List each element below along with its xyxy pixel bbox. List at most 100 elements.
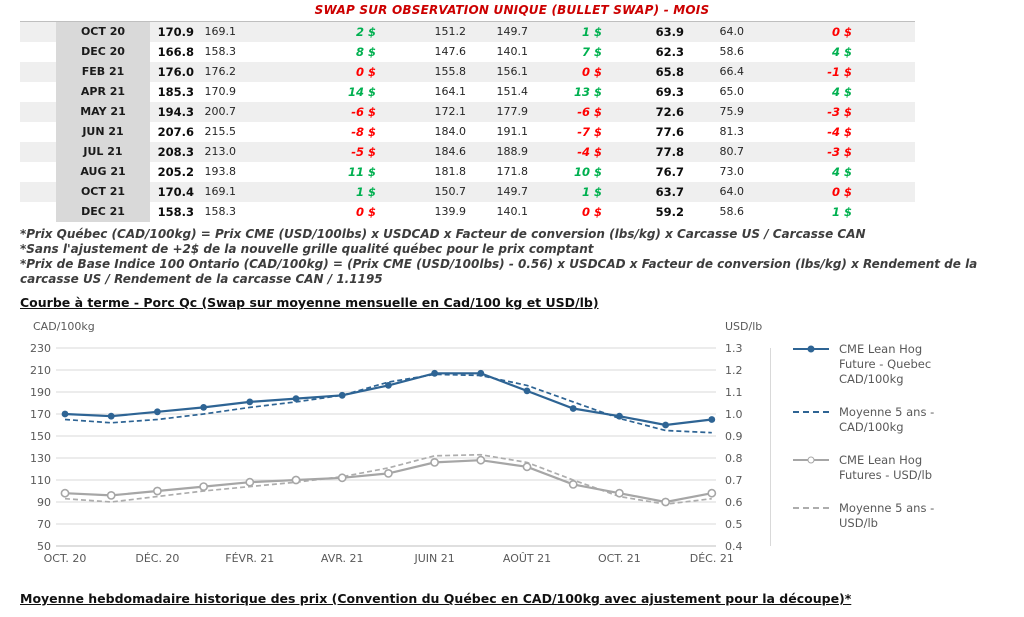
value-cell: 215.5: [204, 125, 237, 138]
value-cell: 59.2: [655, 205, 684, 219]
svg-text:0.8: 0.8: [725, 452, 743, 465]
svg-text:CAD/100kg: CAD/100kg: [33, 320, 95, 333]
row-spacer: [20, 42, 56, 62]
diff-cell: 4 $: [831, 85, 852, 99]
value-cell: 63.7: [655, 185, 684, 199]
row-spacer: [864, 102, 915, 122]
footnote-line: *Sans l'ajustement de +2$ de la nouvelle…: [20, 242, 594, 256]
row-spacer: [20, 182, 56, 202]
diff-cell: 14 $: [347, 85, 376, 99]
value-cell: 156.1: [496, 65, 529, 78]
month-cell: DEC 20: [56, 42, 150, 62]
legend-item: Moyenne 5 ans - CAD/100kg: [793, 405, 1013, 435]
svg-text:JUIN 21: JUIN 21: [413, 552, 454, 565]
svg-text:OCT. 20: OCT. 20: [44, 552, 87, 565]
footnote-line: *Prix de Base Indice 100 Ontario (CAD/10…: [20, 257, 978, 286]
chart-legend-divider: [770, 348, 771, 546]
open-circle-marker-icon: [807, 456, 815, 464]
diff-cell: -5 $: [351, 145, 376, 159]
diff-cell: 13 $: [573, 85, 602, 99]
svg-text:1.2: 1.2: [725, 364, 743, 377]
value-cell: 191.1: [496, 125, 529, 138]
diff-cell: 2 $: [355, 25, 376, 39]
value-cell: 193.8: [204, 165, 237, 178]
svg-text:210: 210: [30, 364, 51, 377]
value-cell: 62.3: [655, 45, 684, 59]
row-spacer: [20, 122, 56, 142]
svg-text:0.5: 0.5: [725, 518, 743, 531]
svg-text:190: 190: [30, 386, 51, 399]
value-cell: 184.6: [434, 145, 467, 158]
row-spacer: [864, 162, 915, 182]
svg-text:170: 170: [30, 408, 51, 421]
value-cell: 64.0: [719, 25, 745, 38]
diff-cell: -8 $: [351, 125, 376, 139]
svg-text:DÉC. 20: DÉC. 20: [135, 552, 179, 565]
value-cell: 188.9: [496, 145, 529, 158]
row-spacer: [864, 182, 915, 202]
chart-legend: CME Lean Hog Future - Quebec CAD/100kg Mo…: [793, 342, 1013, 530]
row-spacer: [864, 142, 915, 162]
table-row: APR 21 185.3 170.9 14 $ 164.1 151.4 13 $ 69.3 65…: [20, 82, 915, 102]
svg-text:0.9: 0.9: [725, 430, 743, 443]
svg-text:0.7: 0.7: [725, 474, 743, 487]
value-cell: 75.9: [719, 105, 745, 118]
svg-text:70: 70: [37, 518, 51, 531]
value-cell: 208.3: [157, 145, 194, 159]
legend-label: Moyenne 5 ans - CAD/100kg: [839, 404, 935, 434]
svg-text:1.3: 1.3: [725, 342, 743, 355]
value-cell: 176.0: [157, 65, 194, 79]
legend-item: CME Lean Hog Future - Quebec CAD/100kg: [793, 342, 1013, 387]
value-cell: 73.0: [719, 165, 745, 178]
table-row: OCT 21 170.4 169.1 1 $ 150.7 149.7 1 $ 63.7 64.0…: [20, 182, 915, 202]
month-cell: DEC 21: [56, 202, 150, 222]
diff-cell: -1 $: [827, 65, 852, 79]
value-cell: 65.0: [719, 85, 745, 98]
value-cell: 185.3: [157, 85, 194, 99]
diff-cell: 0 $: [355, 65, 376, 79]
value-cell: 77.8: [655, 145, 684, 159]
svg-text:230: 230: [30, 342, 51, 355]
value-cell: 81.3: [719, 125, 745, 138]
row-spacer: [20, 202, 56, 222]
filled-circle-marker-icon: [807, 345, 815, 353]
row-spacer: [864, 202, 915, 222]
diff-cell: 0 $: [581, 205, 602, 219]
value-cell: 140.1: [496, 45, 529, 58]
value-cell: 150.7: [434, 185, 467, 198]
value-cell: 158.3: [204, 45, 237, 58]
value-cell: 77.6: [655, 125, 684, 139]
diff-cell: -3 $: [827, 105, 852, 119]
diff-cell: 0 $: [831, 185, 852, 199]
value-cell: 170.9: [204, 85, 237, 98]
svg-text:DÉC. 21: DÉC. 21: [690, 552, 734, 565]
value-cell: 158.3: [157, 205, 194, 219]
legend-line-sample-icon: [793, 406, 829, 418]
legend-label: CME Lean Hog Futures - USD/lb: [839, 452, 933, 482]
value-cell: 72.6: [655, 105, 684, 119]
table-row: DEC 21 158.3 158.3 0 $ 139.9 140.1 0 $ 59.2 58.6…: [20, 202, 915, 222]
table-row: OCT 20 170.9 169.1 2 $ 151.2 149.7 1 $ 63.9 64.0…: [20, 22, 915, 42]
value-cell: 151.2: [434, 25, 467, 38]
legend-label: Moyenne 5 ans - USD/lb: [839, 500, 935, 530]
value-cell: 169.1: [204, 185, 237, 198]
forward-curve-section-title: Courbe à terme - Porc Qc (Swap sur moyen…: [20, 295, 599, 310]
swap-table: OCT 20 170.9 169.1 2 $ 151.2 149.7 1 $ 63.9 64.0…: [20, 21, 915, 222]
footnotes: *Prix Québec (CAD/100kg) = Prix CME (USD…: [20, 227, 1022, 287]
value-cell: 158.3: [204, 205, 237, 218]
legend-item: CME Lean Hog Futures - USD/lb: [793, 453, 1013, 483]
diff-cell: -6 $: [351, 105, 376, 119]
value-cell: 166.8: [157, 45, 194, 59]
value-cell: 171.8: [496, 165, 529, 178]
svg-text:50: 50: [37, 540, 51, 553]
row-spacer: [20, 62, 56, 82]
svg-text:0.4: 0.4: [725, 540, 743, 553]
svg-text:130: 130: [30, 452, 51, 465]
value-cell: 65.8: [655, 65, 684, 79]
row-spacer: [864, 42, 915, 62]
month-cell: MAY 21: [56, 102, 150, 122]
row-spacer: [864, 122, 915, 142]
diff-cell: 1 $: [355, 185, 376, 199]
diff-cell: 1 $: [581, 25, 602, 39]
